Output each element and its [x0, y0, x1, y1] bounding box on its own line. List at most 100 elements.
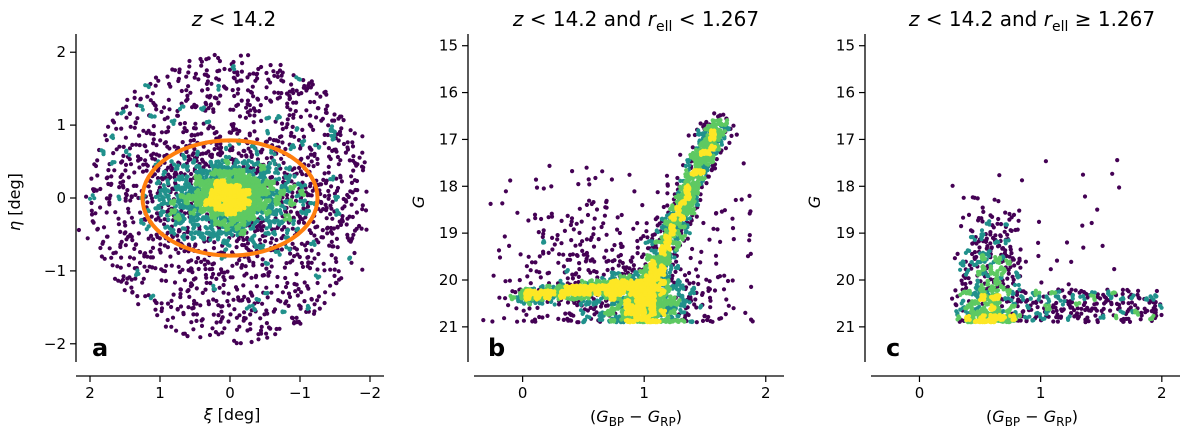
- scatter-point: [655, 229, 661, 235]
- scatter-point: [232, 67, 237, 72]
- scatter-point: [546, 215, 551, 220]
- scatter-point: [242, 310, 247, 315]
- scatter-point: [261, 243, 266, 248]
- scatter-point: [314, 115, 319, 120]
- scatter-point: [235, 91, 240, 96]
- scatter-point: [708, 305, 713, 310]
- scatter-point: [228, 312, 233, 317]
- scatter-point: [338, 173, 343, 178]
- scatter-point: [258, 316, 263, 321]
- scatter-point: [136, 231, 141, 236]
- scatter-point: [584, 237, 590, 242]
- scatter-point: [211, 107, 216, 112]
- scatter-point: [240, 61, 245, 66]
- scatter-point: [110, 263, 115, 268]
- scatter-point: [247, 133, 252, 138]
- scatter-point: [335, 185, 341, 191]
- scatter-point: [713, 253, 719, 258]
- scatter-point: [272, 73, 277, 78]
- scatter-point: [259, 118, 264, 123]
- scatter-point: [165, 301, 171, 306]
- scatter-point: [328, 267, 333, 272]
- scatter-point: [149, 153, 154, 158]
- scatter-point: [185, 97, 190, 102]
- scatter-point: [528, 281, 533, 286]
- scatter-point: [195, 212, 200, 217]
- scatter-point: [615, 227, 620, 232]
- scatter-point: [490, 319, 495, 324]
- scatter-point: [136, 302, 141, 307]
- scatter-point: [217, 162, 222, 167]
- scatter-point: [280, 290, 285, 295]
- scatter-point: [187, 58, 192, 64]
- scatter-point: [114, 147, 119, 152]
- scatter-point: [586, 177, 591, 182]
- scatter-point: [496, 248, 502, 253]
- scatter-point: [349, 202, 354, 207]
- scatter-point: [264, 139, 269, 144]
- scatter-point: [159, 109, 164, 114]
- scatter-point: [162, 141, 167, 146]
- scatter-point: [145, 94, 150, 99]
- scatter-point: [135, 294, 140, 299]
- scatter-point: [226, 303, 231, 308]
- scatter-point: [541, 186, 546, 191]
- scatter-point: [132, 95, 137, 100]
- scatter-point: [541, 238, 546, 244]
- scatter-point: [306, 163, 311, 168]
- scatter-point: [691, 280, 696, 285]
- scatter-point: [284, 175, 289, 180]
- scatter-point: [291, 112, 296, 117]
- scatter-point: [597, 317, 602, 322]
- scatter-point: [231, 199, 236, 204]
- scatter-point: [319, 235, 324, 240]
- scatter-point: [250, 236, 255, 242]
- scatter-point: [171, 121, 176, 126]
- scatter-point: [194, 169, 199, 175]
- scatter-point: [217, 59, 222, 64]
- scatter-point: [204, 151, 209, 156]
- scatter-point: [258, 328, 264, 333]
- scatter-point: [222, 277, 227, 283]
- scatter-point: [612, 243, 617, 248]
- scatter-point: [284, 193, 290, 198]
- scatter-point: [323, 89, 328, 94]
- scatter-point: [606, 258, 611, 263]
- scatter-point: [353, 197, 358, 202]
- scatter-point: [322, 268, 327, 273]
- scatter-point: [534, 185, 540, 190]
- scatter-point: [292, 254, 297, 259]
- scatter-point: [199, 169, 204, 174]
- scatter-point: [699, 249, 704, 254]
- scatter-point: [268, 326, 273, 331]
- scatter-point: [246, 299, 251, 304]
- scatter-point: [133, 120, 138, 125]
- scatter-point: [279, 247, 284, 252]
- scatter-point: [332, 273, 337, 278]
- scatter-point: [204, 226, 210, 231]
- scatter-point: [296, 92, 301, 97]
- scatter-point: [292, 174, 297, 179]
- scatter-point: [337, 277, 342, 282]
- scatter-point: [283, 235, 288, 240]
- scatter-point: [255, 157, 260, 162]
- scatter-point: [537, 270, 542, 275]
- scatter-point: [198, 234, 203, 239]
- scatter-point: [309, 201, 314, 206]
- scatter-point: [661, 204, 666, 210]
- scatter-point: [161, 195, 166, 201]
- scatter-point: [140, 280, 145, 285]
- scatter-point: [323, 290, 328, 295]
- scatter-point: [112, 276, 118, 281]
- scatter-point: [311, 164, 316, 169]
- scatter-point: [521, 308, 526, 313]
- scatter-point: [252, 113, 257, 118]
- scatter-point: [171, 292, 176, 297]
- scatter-point: [140, 107, 145, 112]
- scatter-point: [220, 330, 225, 335]
- scatter-point: [541, 249, 546, 254]
- x-tick-label: 2: [85, 384, 95, 402]
- scatter-point: [565, 213, 570, 218]
- scatter-point: [635, 245, 640, 250]
